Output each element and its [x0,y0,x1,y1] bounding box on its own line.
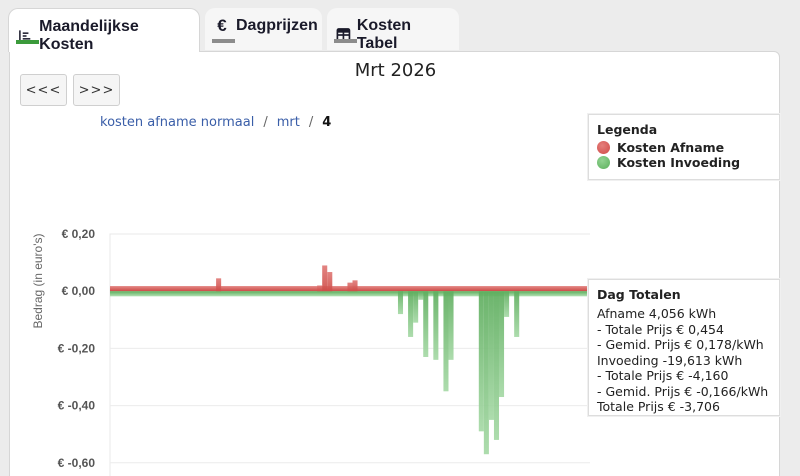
afname-bar [347,282,353,292]
y-tick-label: € 0,00 [62,284,96,298]
y-tick-label: € -0,20 [58,341,96,355]
invoeding-bar [483,291,489,455]
invoeding-bar [499,291,505,398]
euro-icon: € [217,16,227,35]
y-axis-label: Bedrag (in euro's) [31,233,45,328]
plot-area [109,233,590,476]
totals-afname-price: - Totale Prijs € 0,454 [597,321,724,337]
y-tick-label: € -0,40 [58,399,96,413]
afname-bar [327,272,333,292]
totals-invoeding-kwh: Invoeding -19,613 kWh [597,352,743,368]
chart-panel: Mrt 2026 <<< >>> kosten afname normaal / m… [9,51,780,476]
tab-kosten-tabel[interactable]: Kosten Tabel [327,8,459,52]
afname-bar [317,285,323,292]
breadcrumb: kosten afname normaal / mrt / 4 [100,115,331,130]
y-tick-label: € 0,20 [62,227,96,241]
invoeding-bar [397,291,404,315]
totals-invoeding-price: - Totale Prijs € -4,160 [597,368,729,383]
tab-maandelijkse-kosten[interactable]: Maandelijkse Kosten [8,8,200,53]
previous-button[interactable]: <<< [20,74,67,106]
invoeding-bar [504,291,510,317]
breadcrumb-separator: / [308,115,314,130]
cost-bar-chart[interactable]: € 0,20€ 0,00€ -0,20€ -0,40€ -0,60€ -0,80… [10,52,590,476]
breadcrumb-link-category[interactable]: kosten afname normaal [100,115,255,130]
invoeding-bar [488,291,494,420]
invoeding-bar [443,291,449,392]
invoeding-bar [448,291,454,360]
totals-afname-avg: - Gemid. Prijs € 0,178/kWh [597,337,764,352]
totals-invoeding-avg: - Gemid. Prijs € -0,166/kWh [597,383,769,399]
red-dot-icon [597,141,610,154]
totals-total-price: Totale Prijs € -3,706 [597,399,720,414]
invoeding-bar [418,291,424,300]
invoeding-baseline-band [110,291,590,297]
totals-afname-kwh: Afname 4,056 kWh [597,306,717,321]
afname-bar [322,265,328,292]
vertical-scrollbar[interactable] [788,52,800,476]
legend-item-invoeding[interactable]: Kosten Invoeding [597,155,771,170]
chart-title: Mrt 2026 [354,60,437,81]
tab-bar: Maandelijkse Kosten € Dagprijzen Kosten … [8,8,459,53]
tab-label: Maandelijkse Kosten [39,18,139,53]
breadcrumb-separator: / [263,115,268,130]
totals-title: Dag Totalen [597,287,681,302]
invoeding-bar [423,291,429,357]
legend-title: Legenda [597,122,658,137]
tab-active-indicator [16,40,39,44]
tab-indicator [212,39,235,43]
invoeding-bar [433,291,439,360]
invoeding-bar [478,291,484,432]
invoeding-bar [413,291,419,323]
legend-item-afname[interactable]: Kosten Afname [597,140,771,155]
breadcrumb-link-month[interactable]: mrt [276,115,300,130]
tab-label: Dagprijzen [236,17,318,34]
invoeding-bar [408,291,414,337]
green-dot-icon [597,156,610,169]
invoeding-bar [493,291,500,440]
invoeding-bar [514,291,520,337]
legend-box: Legenda Kosten Afname Kosten Invoeding [588,114,780,180]
tab-dagprijzen[interactable]: € Dagprijzen [205,8,322,50]
breadcrumb-current-day: 4 [322,115,332,130]
next-button[interactable]: >>> [73,74,120,106]
y-tick-label: € -0,60 [58,456,96,470]
day-totals-box: Dag Totalen Afname 4,056 kWh - Totale Pr… [588,279,780,416]
tab-indicator [334,39,357,43]
tab-label: Kosten Tabel [356,17,412,52]
afname-bar [352,280,358,292]
afname-bar [216,278,222,292]
